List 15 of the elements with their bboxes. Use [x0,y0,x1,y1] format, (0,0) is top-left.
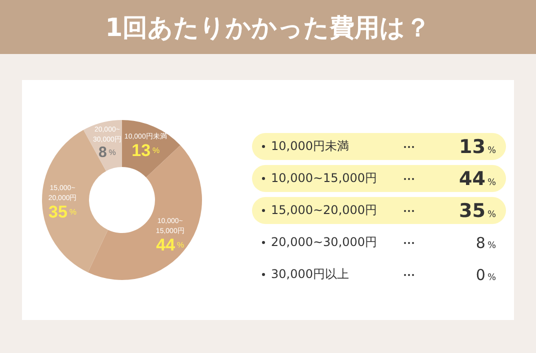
data-label: 8% [98,144,116,161]
legend-label: 30,000円以上 [271,266,350,283]
category-label: 15,000~20,000円 [271,203,378,217]
chart-title: 1回あたりかかった費用は？ [0,0,536,54]
text: 13% [458,136,496,158]
category-label: 20,000~30,000円 [271,235,378,249]
data-label: 13% [132,140,160,160]
text: 35% [458,200,496,222]
text: 8% [476,234,496,252]
category-label: 10,000円未満 [271,139,349,153]
text: 44% [458,168,496,190]
data-label: 44% [156,235,184,254]
data-label: 35% [48,202,77,222]
text: 0% [476,266,496,284]
slice-label: 10,000~15,000円 [271,170,378,187]
